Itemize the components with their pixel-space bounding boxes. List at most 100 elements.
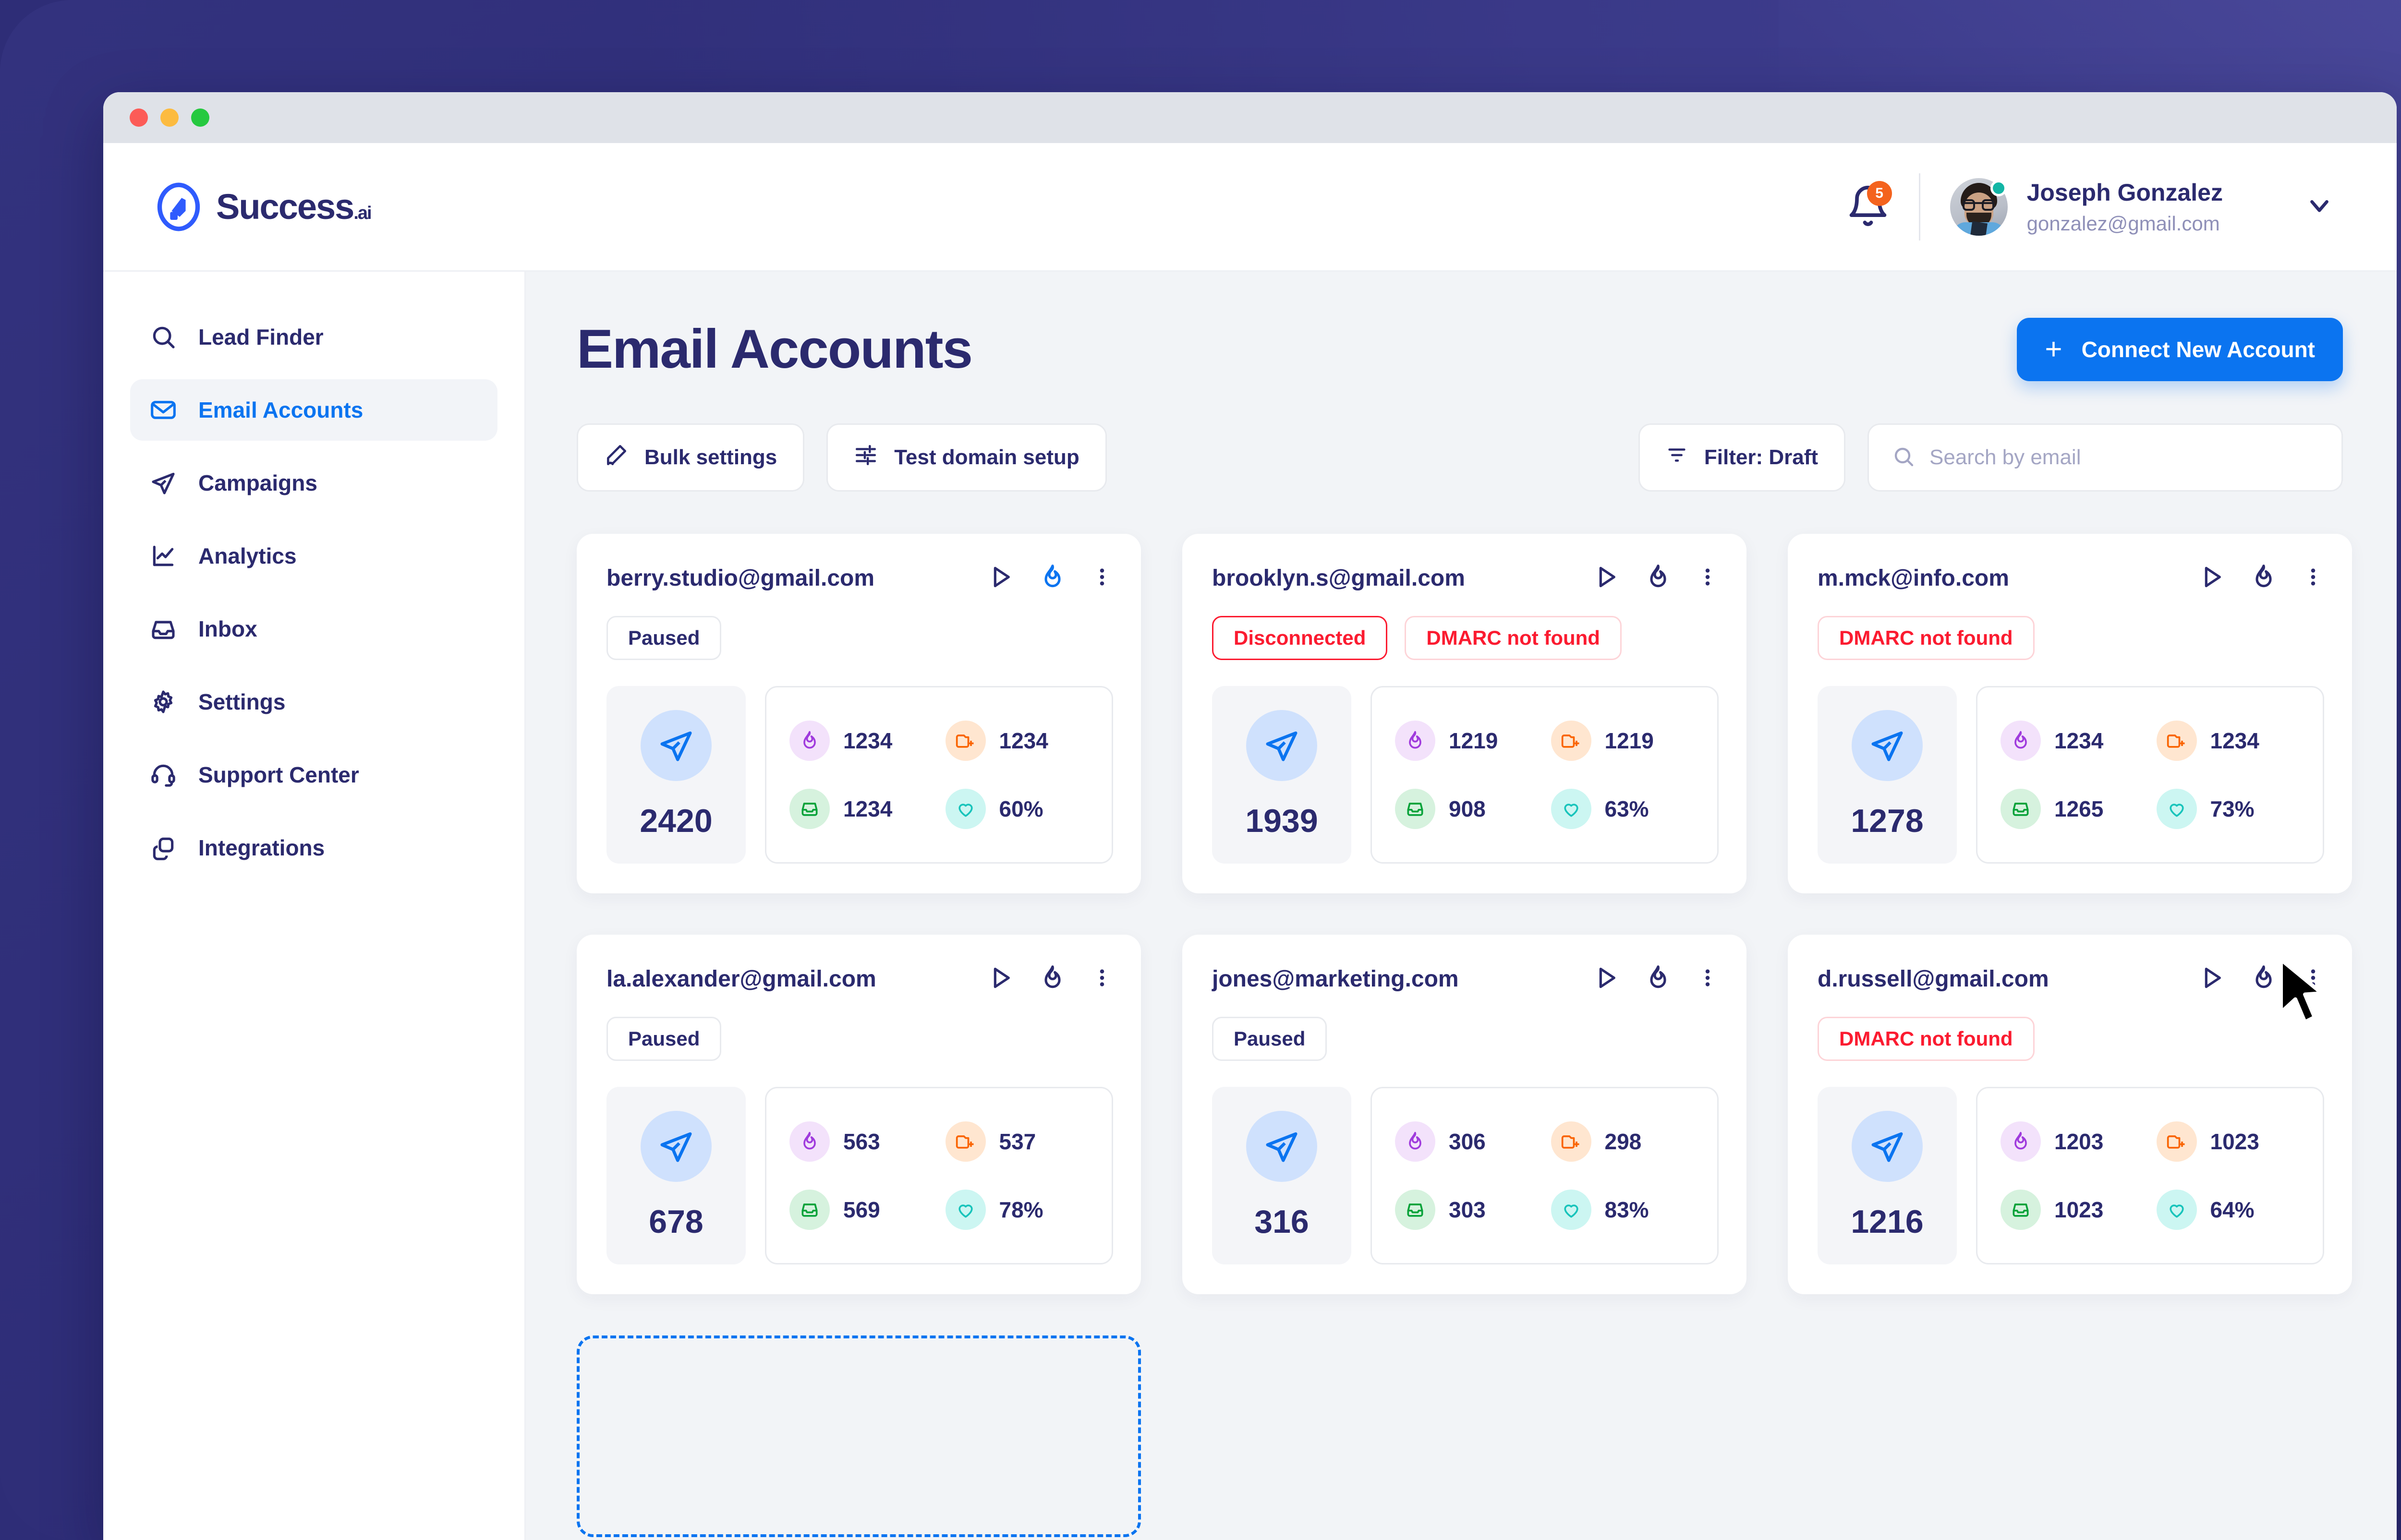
folder-plus-icon bbox=[945, 721, 986, 761]
sidebar-label: Support Center bbox=[198, 762, 359, 787]
sent-total-panel: 316 bbox=[1212, 1087, 1351, 1264]
flame-icon[interactable] bbox=[1039, 564, 1066, 593]
folder-plus-icon bbox=[2156, 1121, 2197, 1162]
more-vertical-icon[interactable] bbox=[1697, 964, 1719, 994]
heart-icon bbox=[945, 789, 986, 829]
page-title: Email Accounts bbox=[577, 319, 973, 380]
email-account-card[interactable]: d.russell@gmail.com DMARC not found bbox=[1788, 935, 2352, 1294]
heart-icon bbox=[1551, 789, 1591, 829]
email-account-card[interactable]: jones@marketing.com Paused 316 bbox=[1182, 935, 1746, 1294]
heart-icon bbox=[2156, 789, 2197, 829]
inbox-icon bbox=[789, 1190, 830, 1230]
play-icon[interactable] bbox=[2198, 964, 2225, 994]
more-vertical-icon[interactable] bbox=[2302, 564, 2324, 593]
test-domain-setup-button[interactable]: Test domain setup bbox=[826, 423, 1107, 492]
sidebar-item-support-center[interactable]: Support Center bbox=[130, 744, 497, 806]
flame-icon[interactable] bbox=[1645, 564, 1672, 593]
inbox-icon bbox=[2001, 1190, 2041, 1230]
status-badge: Paused bbox=[1212, 1017, 1327, 1061]
stat-saved: 1219 bbox=[1551, 721, 1695, 761]
card-body: 1278 1234 1234 1265 73% bbox=[1818, 686, 2324, 864]
connect-new-account-button[interactable]: + Connect New Account bbox=[2017, 318, 2343, 381]
plugin-icon bbox=[149, 834, 177, 862]
search-input[interactable] bbox=[1929, 445, 2318, 469]
user-meta: Joseph Gonzalez gonzalez@gmail.com bbox=[2027, 179, 2223, 235]
sidebar-item-campaigns[interactable]: Campaigns bbox=[130, 452, 497, 514]
sidebar-item-email-accounts[interactable]: Email Accounts bbox=[130, 379, 497, 441]
play-icon[interactable] bbox=[1593, 964, 1620, 994]
play-icon[interactable] bbox=[1593, 564, 1620, 593]
account-email: berry.studio@gmail.com bbox=[606, 565, 875, 591]
card-badges: Paused bbox=[606, 616, 1113, 660]
stat-inbox: 908 bbox=[1395, 789, 1539, 829]
play-icon[interactable] bbox=[987, 564, 1014, 593]
notifications-button[interactable]: 5 bbox=[1846, 180, 1892, 230]
sidebar-label: Inbox bbox=[198, 616, 257, 641]
sent-total-panel: 678 bbox=[606, 1087, 746, 1264]
stat-inbox: 1265 bbox=[2001, 789, 2144, 829]
brand-logo[interactable]: Success.ai bbox=[154, 182, 372, 232]
email-account-card[interactable]: berry.studio@gmail.com Paused 2 bbox=[577, 534, 1141, 893]
email-account-card[interactable]: la.alexander@gmail.com Paused 6 bbox=[577, 935, 1141, 1294]
paper-plane-icon bbox=[1246, 710, 1317, 781]
mini-stats-panel: 306 298 303 83% bbox=[1370, 1087, 1719, 1264]
email-account-card[interactable]: m.mck@info.com DMARC not found bbox=[1788, 534, 2352, 893]
sidebar-item-inbox[interactable]: Inbox bbox=[130, 598, 497, 660]
stat-warmup: 1234 bbox=[789, 721, 933, 761]
toolbar: Bulk settings Test domain setup Filter: … bbox=[577, 423, 2343, 492]
sent-total-value: 1939 bbox=[1245, 803, 1318, 839]
bulk-settings-label: Bulk settings bbox=[644, 445, 777, 469]
stat-health: 83% bbox=[1551, 1190, 1695, 1230]
flame-icon[interactable] bbox=[2250, 564, 2277, 593]
sidebar-item-integrations[interactable]: Integrations bbox=[130, 817, 497, 878]
more-vertical-icon[interactable] bbox=[1091, 964, 1113, 994]
sidebar-label: Lead Finder bbox=[198, 325, 324, 349]
search-box[interactable] bbox=[1867, 423, 2343, 492]
main-content: Email Accounts + Connect New Account Bul… bbox=[526, 272, 2397, 1540]
mini-stats-panel: 1234 1234 1234 60% bbox=[765, 686, 1113, 864]
filter-button[interactable]: Filter: Draft bbox=[1638, 423, 1845, 492]
browser-window: Success.ai 5 Joseph Gonzale bbox=[103, 92, 2397, 1540]
bulk-settings-button[interactable]: Bulk settings bbox=[577, 423, 805, 492]
card-badges: DMARC not found bbox=[1818, 1017, 2324, 1061]
flame-icon[interactable] bbox=[1039, 964, 1066, 994]
email-account-card[interactable]: brooklyn.s@gmail.com Disconnected DMARC … bbox=[1182, 534, 1746, 893]
search-icon bbox=[149, 323, 177, 351]
paper-plane-icon bbox=[641, 1111, 712, 1182]
stat-warmup: 306 bbox=[1395, 1121, 1539, 1162]
brand-wordmark: Success.ai bbox=[216, 187, 372, 227]
more-vertical-icon[interactable] bbox=[1697, 564, 1719, 593]
sidebar-item-lead-finder[interactable]: Lead Finder bbox=[130, 306, 497, 368]
more-vertical-icon[interactable] bbox=[2302, 964, 2324, 994]
card-actions bbox=[2198, 964, 2324, 994]
card-actions bbox=[987, 964, 1113, 994]
window-maximize-button[interactable] bbox=[191, 108, 209, 127]
user-menu-chevron-down-icon[interactable] bbox=[2304, 191, 2334, 223]
account-email: m.mck@info.com bbox=[1818, 565, 2009, 591]
flame-icon bbox=[789, 721, 830, 761]
paper-plane-icon bbox=[1852, 710, 1923, 781]
window-close-button[interactable] bbox=[130, 108, 148, 127]
more-vertical-icon[interactable] bbox=[1091, 564, 1113, 593]
add-account-placeholder[interactable] bbox=[577, 1335, 1141, 1537]
stat-warmup: 563 bbox=[789, 1121, 933, 1162]
envelope-icon bbox=[149, 396, 177, 424]
pen-icon bbox=[604, 443, 628, 472]
flame-icon[interactable] bbox=[1645, 964, 1672, 994]
header-divider bbox=[1918, 173, 1920, 241]
flame-icon[interactable] bbox=[2250, 964, 2277, 994]
dmarc-badge: DMARC not found bbox=[1818, 1017, 2035, 1061]
account-email: la.alexander@gmail.com bbox=[606, 966, 876, 992]
account-email: jones@marketing.com bbox=[1212, 966, 1459, 992]
window-minimize-button[interactable] bbox=[160, 108, 179, 127]
play-icon[interactable] bbox=[2198, 564, 2225, 593]
sidebar-label: Campaigns bbox=[198, 470, 317, 495]
heart-icon bbox=[2156, 1190, 2197, 1230]
inbox-icon bbox=[2001, 789, 2041, 829]
sidebar-item-settings[interactable]: Settings bbox=[130, 671, 497, 733]
success-rocket-logo-icon bbox=[154, 182, 204, 232]
sidebar-item-analytics[interactable]: Analytics bbox=[130, 525, 497, 587]
play-icon[interactable] bbox=[987, 964, 1014, 994]
stat-saved: 298 bbox=[1551, 1121, 1695, 1162]
avatar[interactable] bbox=[1950, 178, 2008, 236]
